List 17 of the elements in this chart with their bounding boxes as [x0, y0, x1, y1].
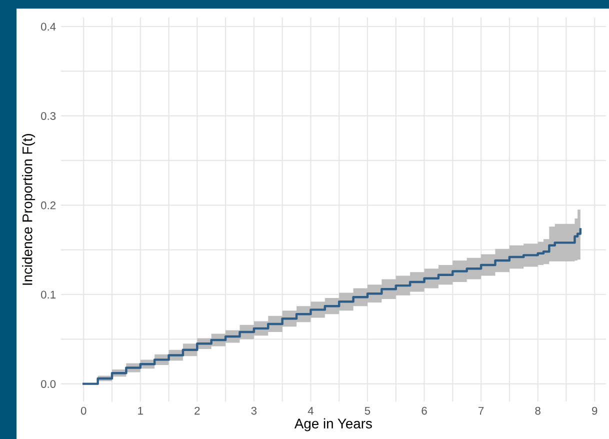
y-tick-label: 0.0 — [41, 380, 56, 388]
x-tick-label: 5 — [364, 406, 370, 415]
x-tick-label: 3 — [251, 406, 257, 415]
y-axis-title: Incidence Proportion F(t) — [22, 134, 36, 285]
x-tick-label: 1 — [138, 406, 143, 415]
y-tick-label: 0.3 — [41, 112, 56, 120]
x-tick-label: 8 — [535, 406, 540, 415]
y-tick-label: 0.4 — [41, 22, 56, 31]
y-tick-label: 0.2 — [41, 201, 56, 210]
x-tick-label: 2 — [194, 406, 200, 415]
x-tick-label: 6 — [422, 406, 427, 415]
x-tick-label: 0 — [80, 406, 86, 415]
x-axis-title: Age in Years — [294, 418, 372, 432]
y-tick-label: 0.1 — [41, 290, 56, 299]
x-tick-label: 4 — [308, 406, 314, 415]
x-tick-label: 9 — [592, 406, 598, 415]
x-tick-label: 7 — [478, 406, 484, 415]
